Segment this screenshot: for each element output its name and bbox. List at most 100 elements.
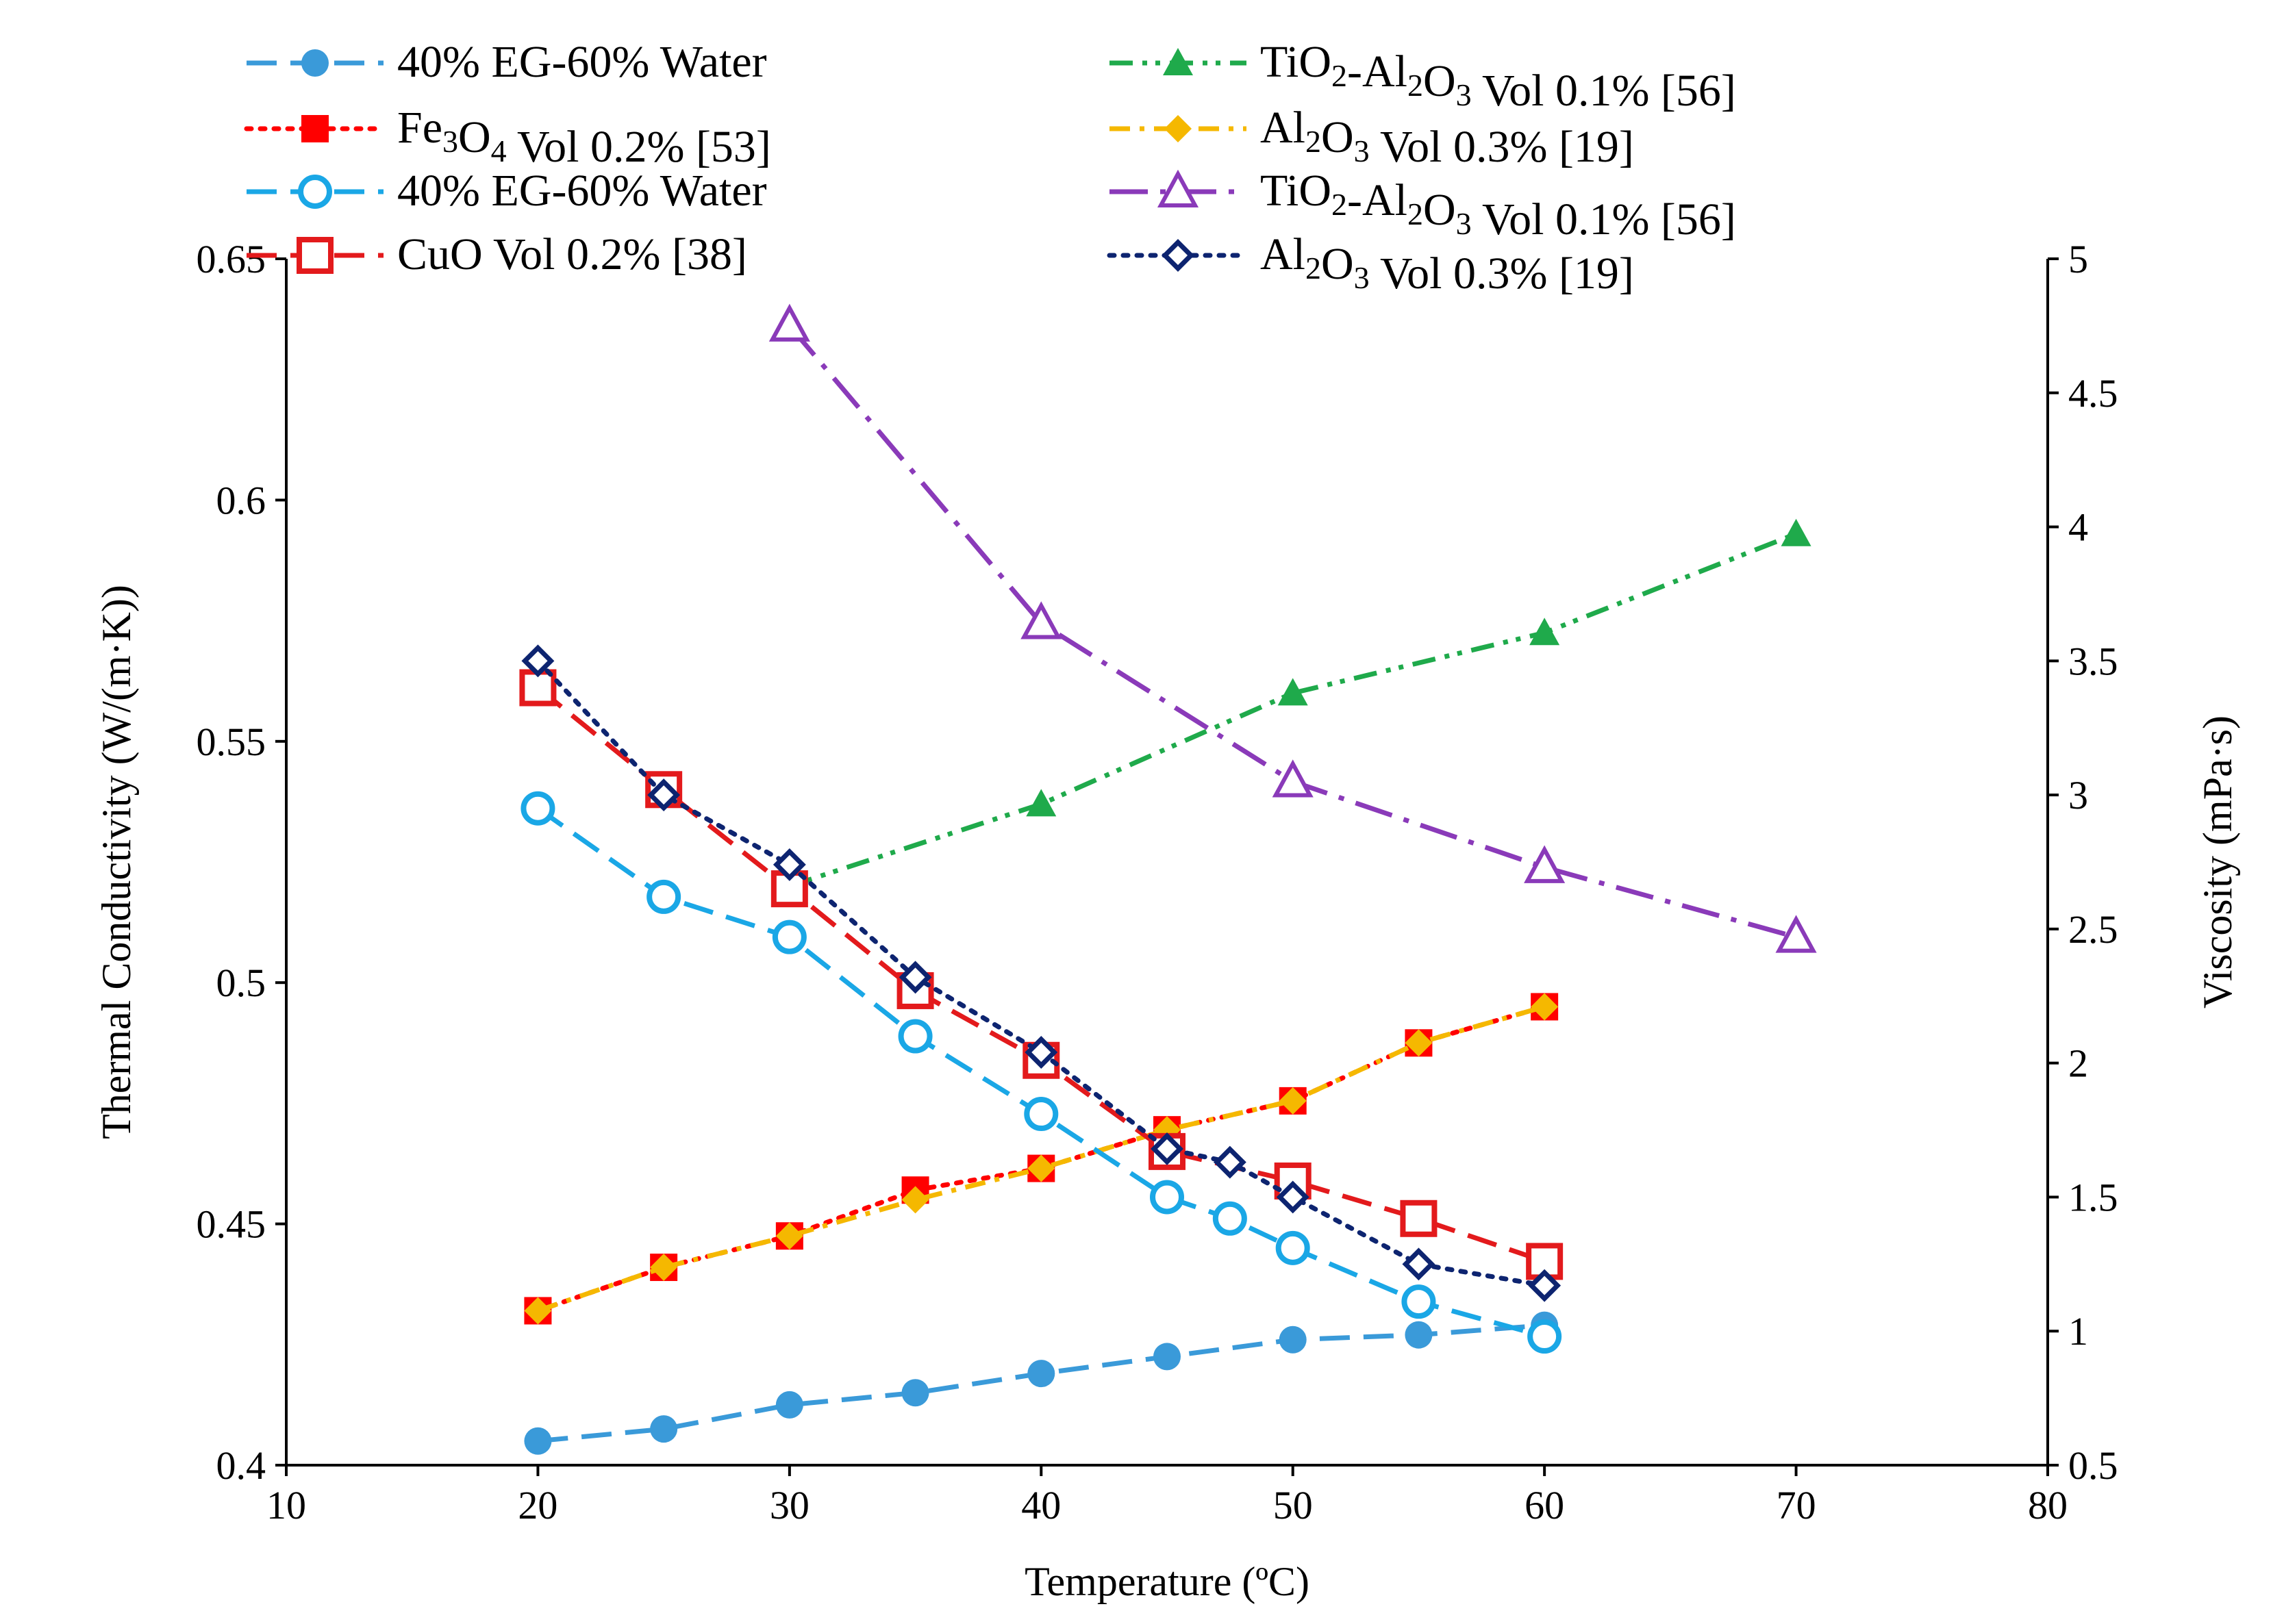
data-point	[899, 961, 932, 994]
data-point	[521, 644, 555, 678]
x-tick-label: 60	[1525, 1483, 1564, 1527]
legend-entry: CuO Vol 0.2% [38]	[247, 229, 747, 279]
series-0	[524, 1311, 1559, 1455]
ticks: 10 20 30 40 50 60 70 800.40.450.50.550.60.650.5…	[197, 237, 2118, 1527]
legend-label: Al2O3 Vol 0.3% [19]	[1260, 103, 1634, 172]
series-line	[536, 806, 1546, 1339]
legend-swatch-marker	[1162, 239, 1194, 272]
data-point	[1277, 678, 1308, 706]
data-point	[647, 778, 681, 812]
legend-entry: Al2O3 Vol 0.3% [19]	[1107, 229, 1634, 299]
y-tick-label: 0.6	[216, 478, 266, 522]
data-point	[1402, 1247, 1435, 1281]
y2-tick-label: 0.5	[2068, 1443, 2118, 1488]
data-point	[1025, 1036, 1058, 1069]
legend-swatch-marker	[298, 175, 332, 209]
data-point	[1775, 915, 1817, 953]
y2-tick-label: 4.5	[2068, 371, 2118, 416]
legend-label: TiO2-Al2O3 Vol 0.1% [56]	[1260, 37, 1736, 116]
data-point	[1531, 993, 1559, 1021]
y-tick-label: 0.45	[197, 1202, 266, 1247]
data-point	[775, 1391, 803, 1419]
series-4	[774, 518, 1811, 899]
y-tick-label: 0.4	[216, 1443, 266, 1488]
x-tick-label: 80	[2028, 1483, 2068, 1527]
data-point	[1781, 518, 1811, 546]
data-point	[1275, 1230, 1310, 1265]
data-point	[1279, 1325, 1307, 1354]
data-point	[1272, 759, 1314, 798]
data-point	[773, 848, 806, 881]
y-tick-label: 0.55	[197, 720, 266, 764]
series-layer	[519, 303, 1817, 1455]
legend-entry: TiO2-Al2O3 Vol 0.1% [56]	[1109, 37, 1736, 116]
data-point	[901, 1379, 929, 1407]
axes	[285, 259, 2049, 1467]
legend-label: CuO Vol 0.2% [38]	[397, 229, 747, 279]
legend-entry: Fe3O4 Vol 0.2% [53]	[244, 103, 771, 172]
data-point	[1524, 845, 1566, 883]
legend-swatch-marker	[301, 115, 329, 142]
data-point	[1027, 1154, 1055, 1182]
data-point	[775, 1222, 803, 1250]
y2-tick-label: 2.5	[2068, 907, 2118, 952]
y-tick-label: 0.65	[197, 237, 266, 281]
y2-tick-label: 1.5	[2068, 1175, 2118, 1219]
y2-tick-label: 3	[2068, 773, 2088, 817]
data-point	[1153, 1343, 1181, 1371]
x-tick-label: 10	[266, 1483, 306, 1527]
series-6	[768, 303, 1817, 953]
data-point	[1151, 1132, 1183, 1165]
data-point	[520, 791, 555, 826]
data-point	[1213, 1145, 1246, 1179]
data-point	[1400, 1200, 1438, 1237]
data-point	[1276, 1180, 1309, 1214]
x-tick-label: 30	[770, 1483, 810, 1527]
data-point	[1026, 789, 1057, 817]
legend-entry: TiO2-Al2O3 Vol 0.1% [56]	[1109, 166, 1736, 244]
y-tick-label: 0.5	[216, 961, 266, 1005]
data-point	[1529, 618, 1560, 646]
x-tick-label: 50	[1273, 1483, 1313, 1527]
x-tick-label: 20	[518, 1483, 557, 1527]
data-point	[1405, 1029, 1433, 1057]
y2-tick-label: 1	[2068, 1309, 2088, 1354]
legend-entry: 40% EG-60% Water	[247, 166, 767, 216]
x-tick-label: 40	[1021, 1483, 1061, 1527]
data-point	[1405, 1321, 1433, 1349]
series-5	[524, 993, 1559, 1325]
series-line	[788, 324, 1797, 940]
legend-swatch-marker	[1163, 48, 1193, 75]
y2-tick-label: 3.5	[2068, 639, 2118, 683]
series-3	[519, 669, 1564, 1280]
y-axis-right-title: Viscosity (mPa·s)	[2195, 715, 2240, 1008]
y2-tick-label: 4	[2068, 505, 2088, 550]
data-point	[1401, 1284, 1436, 1319]
y-axis-left-title: Thermal Conductivity (W/(m·K))	[94, 585, 139, 1139]
series-2	[520, 791, 1562, 1354]
series-7	[521, 644, 1561, 1302]
data-point	[901, 1186, 929, 1214]
data-point	[524, 1427, 552, 1455]
data-point	[768, 303, 810, 342]
data-point	[898, 1019, 933, 1054]
legend-entry: 40% EG-60% Water	[247, 37, 767, 87]
data-point	[524, 1297, 552, 1325]
data-point	[647, 879, 681, 914]
legend-label: Al2O3 Vol 0.3% [19]	[1260, 229, 1634, 299]
legend-swatch-marker	[297, 237, 334, 274]
data-point	[1027, 1360, 1055, 1388]
x-tick-label: 70	[1777, 1483, 1816, 1527]
series-line	[535, 658, 1547, 1289]
data-point	[1212, 1201, 1247, 1236]
series-line	[788, 531, 1797, 889]
y2-tick-label: 5	[2068, 237, 2088, 281]
legend-label: 40% EG-60% Water	[397, 166, 767, 216]
legend-label: TiO2-Al2O3 Vol 0.1% [56]	[1260, 166, 1736, 244]
data-point	[1020, 601, 1062, 639]
legend-label: Fe3O4 Vol 0.2% [53]	[397, 103, 771, 172]
data-point	[1528, 1269, 1561, 1302]
legend-entry: Al2O3 Vol 0.3% [19]	[1109, 103, 1634, 172]
